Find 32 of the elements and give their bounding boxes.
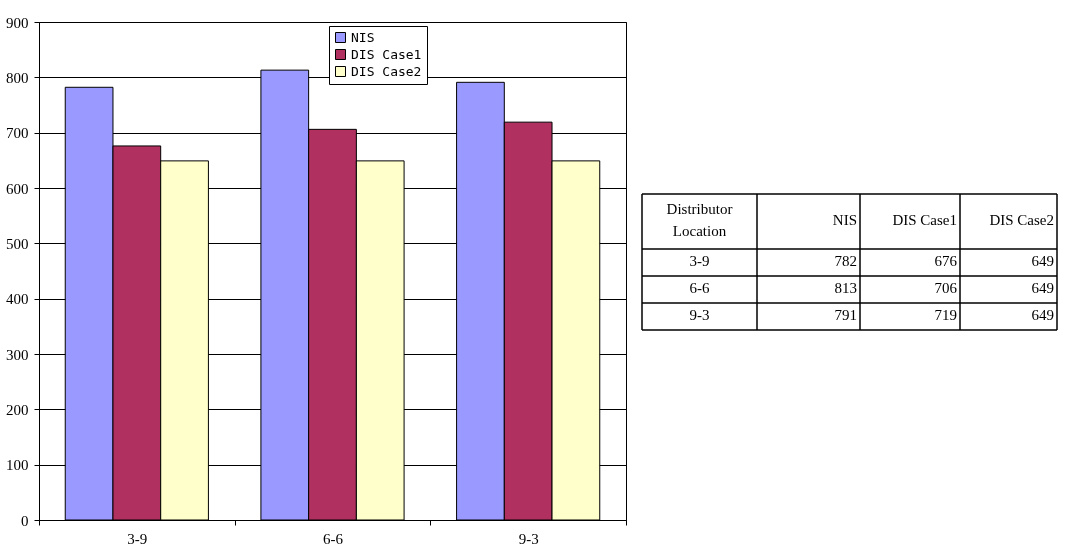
y-tick-label: 100 [6,457,29,474]
legend-label: NIS [351,29,375,45]
category-label: 9-3 [689,306,710,323]
x-tick-label: 6-6 [323,530,344,546]
data-label: 719 [934,306,957,323]
category-label: 6-6 [689,279,710,296]
y-tick-label: 500 [6,235,29,252]
data-label: 706 [934,279,958,296]
x-tick-label: 9-3 [518,530,539,546]
data-label: 813 [834,279,857,296]
data-label: 676 [934,252,958,269]
text: DIS Case1 [892,211,957,228]
data-label: 649 [1031,252,1054,269]
legend-label: DIS Case1 [351,46,422,62]
y-tick-label: 400 [6,291,29,308]
category-label: 3-9 [689,252,710,269]
data-label: 791 [834,306,857,323]
data-label: 649 [1031,279,1054,296]
y-tick-label: 800 [6,69,29,86]
y-tick-label: 700 [6,125,29,142]
data-label: 782 [834,252,857,269]
y-tick-label: 600 [6,180,29,197]
text: Distributor Location [666,200,733,239]
y-tick-label: 900 [6,14,29,31]
legend-label: DIS Case2 [351,63,422,79]
y-tick-label: 200 [6,401,29,418]
text: DIS Case2 [989,211,1054,228]
y-tick-label: 0 [21,512,29,529]
text: NIS [832,211,857,228]
data-label: 649 [1031,306,1054,323]
y-tick-label: 300 [6,346,29,363]
x-tick-label: 3-9 [127,530,148,546]
